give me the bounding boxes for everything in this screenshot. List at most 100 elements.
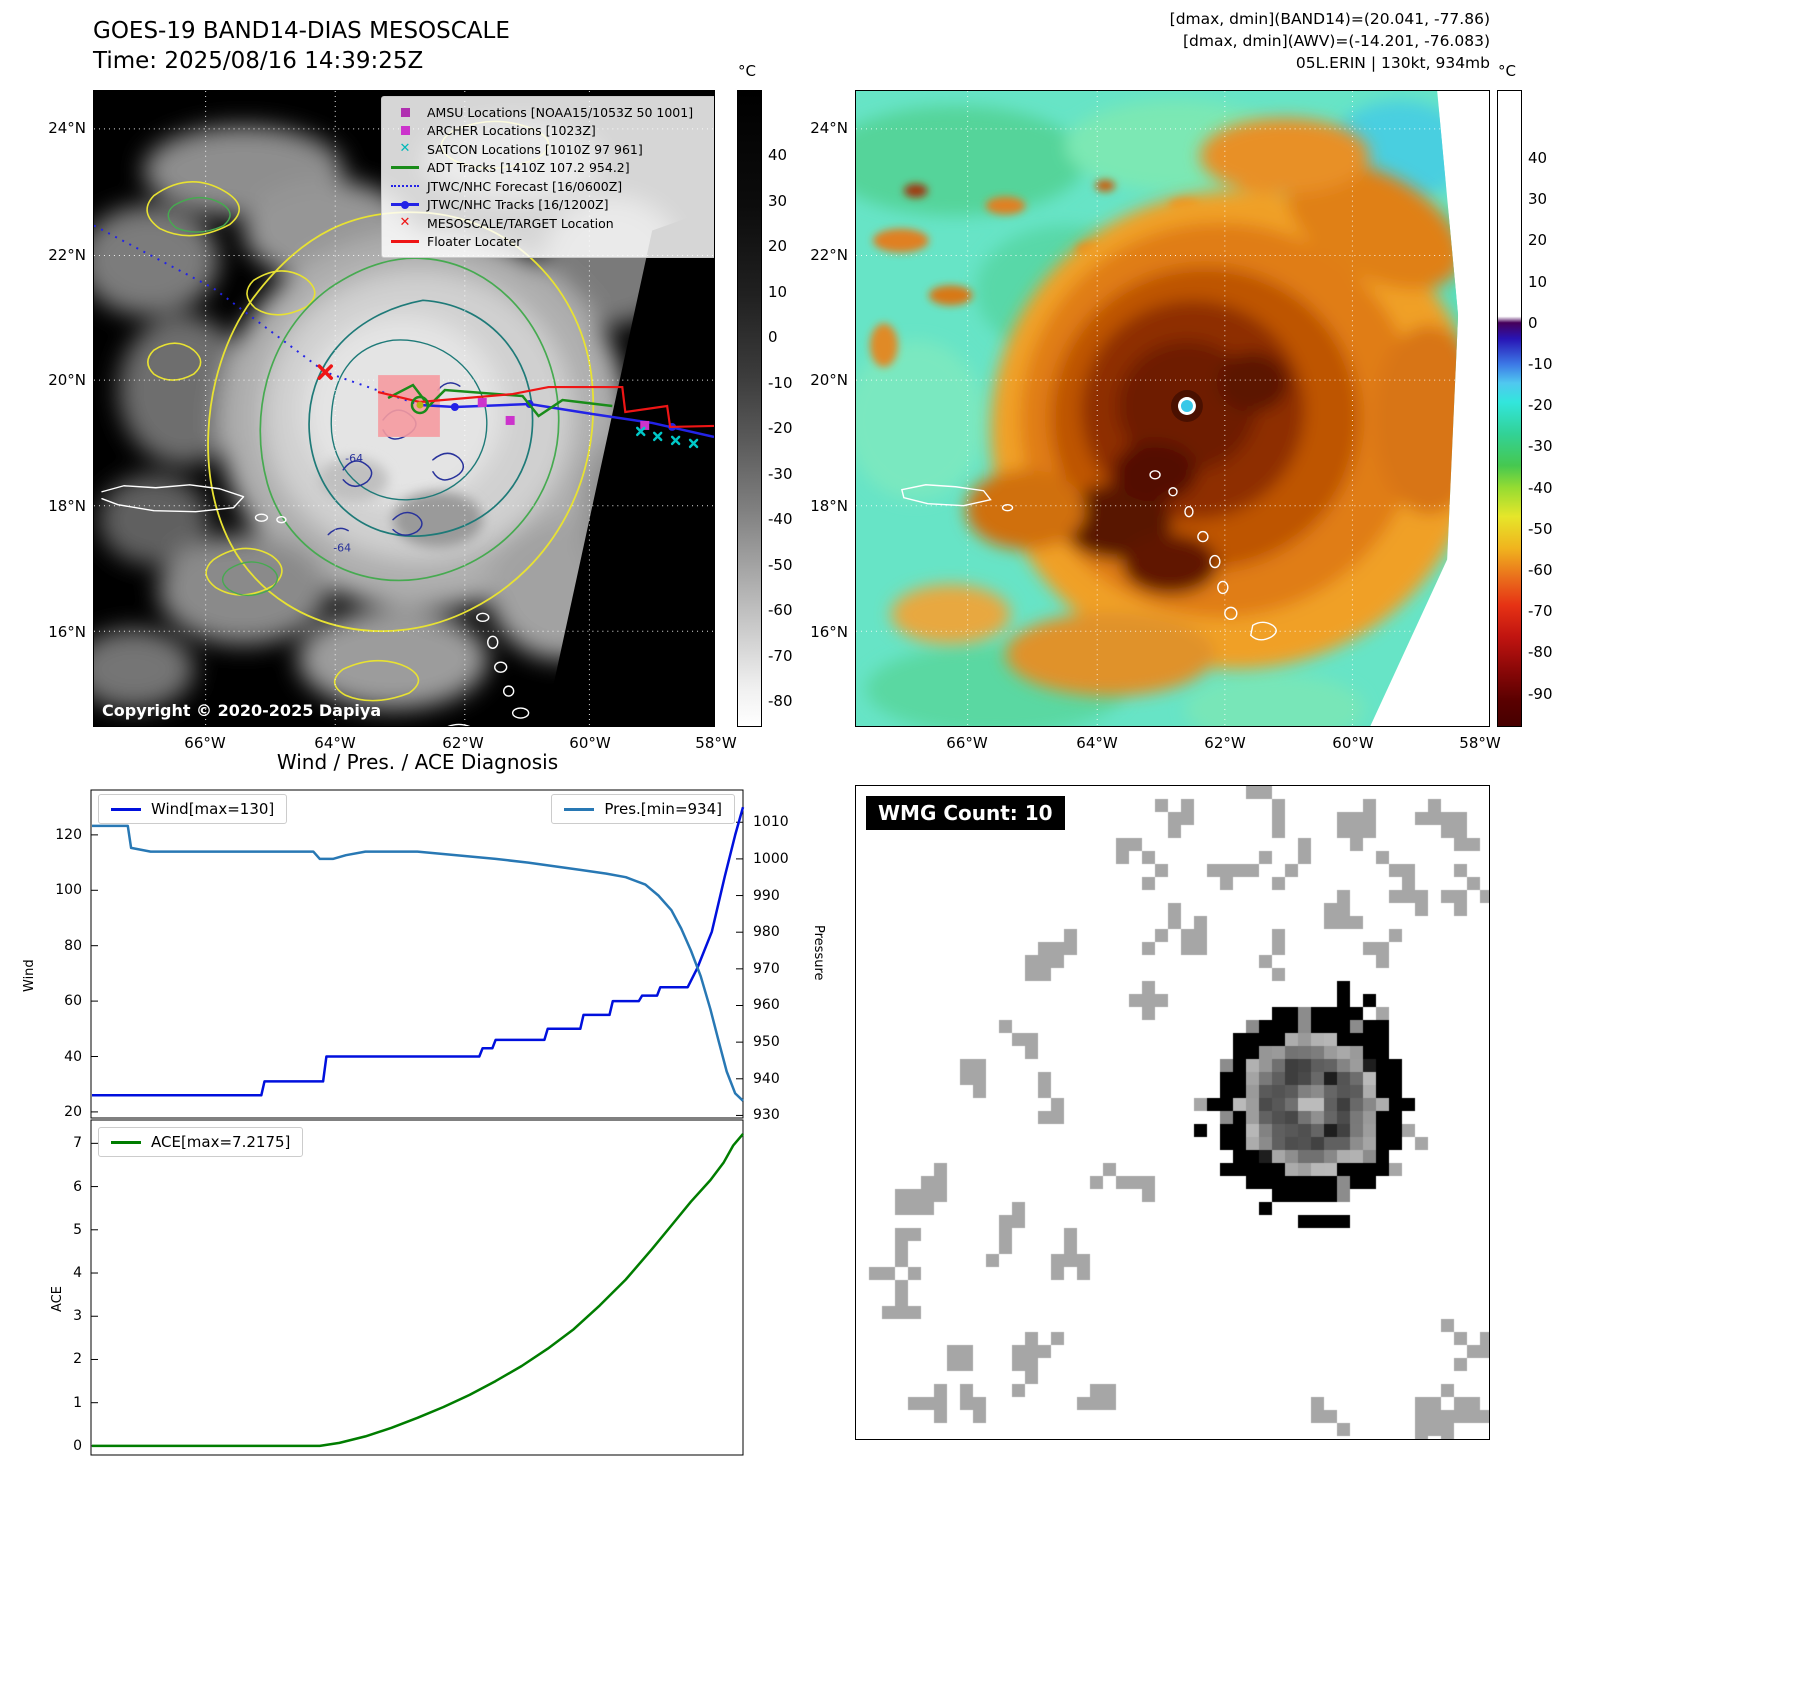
awv-lat-tick: 20°N	[810, 371, 848, 389]
pressure-ytick: 950	[753, 1034, 780, 1051]
wind-line-sample	[111, 807, 141, 811]
awv-colorbar-tick: -90	[1528, 684, 1553, 703]
wind-legend: Wind[max=130]	[98, 794, 288, 824]
band14-legend: AMSU Locations [NOAA15/1053Z 50 1001] ARC…	[381, 96, 714, 258]
legend-item-label: SATCON Locations [1010Z 97 961]	[427, 141, 643, 157]
header-band14-range: [dmax, dmin](BAND14)=(20.041, -77.86)	[1169, 10, 1490, 28]
awv-lon-tick: 60°W	[1332, 734, 1374, 752]
dotted-line-icon	[391, 185, 419, 188]
pressure-ytick: 930	[753, 1107, 780, 1124]
band14-colorbar-tick: 30	[768, 191, 788, 210]
band14-colorbar-tick: -80	[768, 692, 793, 710]
band14-colorbar-tick: -60	[768, 601, 793, 619]
wind-legend-label: Wind[max=130]	[151, 800, 275, 818]
awv-lat-tick: 16°N	[810, 623, 848, 641]
band14-colorbar-tick: -70	[768, 646, 793, 665]
awv-lat-tick: 22°N	[810, 246, 848, 264]
awv-colorbar-tick: -70	[1528, 602, 1553, 621]
contour-label: -64	[345, 452, 363, 465]
pressure-legend: Pres.[min=934]	[551, 794, 735, 824]
band14-lat-tick: 24°N	[48, 119, 86, 137]
awv-lon-tick: 64°W	[1076, 734, 1118, 752]
band14-lon-tick: 62°W	[442, 734, 484, 752]
legend-item: ✕ MESOSCALE/TARGET Location	[388, 214, 711, 233]
legend-item-label: Floater Locater	[427, 234, 522, 250]
pressure-ytick: 970	[753, 960, 780, 977]
ace-ytick: 6	[73, 1178, 82, 1195]
awv-colorbar-tick: -30	[1528, 437, 1553, 456]
square-legend-marker	[388, 107, 422, 117]
awv-map	[855, 90, 1490, 727]
awv-colorbar-tick: -60	[1528, 561, 1553, 579]
coastlines	[101, 484, 530, 726]
band14-lon-tick: 58°W	[695, 734, 737, 752]
pressure-ytick: 940	[753, 1070, 780, 1087]
square-icon	[400, 126, 410, 136]
wmg-count-badge: WMG Count: 10	[866, 796, 1065, 830]
cross-icon: ✕	[399, 141, 411, 157]
awv-colorbar-tick: 20	[1528, 231, 1548, 250]
legend-item: ADT Tracks [1410Z 107.2 954.2]	[388, 159, 711, 178]
pressure-ytick: 960	[753, 997, 780, 1014]
legend-item-label: MESOSCALE/TARGET Location	[427, 215, 614, 231]
ace-ytick: 2	[73, 1351, 82, 1368]
awv-colorbar-tick: -20	[1528, 396, 1553, 415]
awv-colorbar-tick: 30	[1528, 190, 1548, 209]
ace-legend-label: ACE[max=7.2175]	[151, 1133, 291, 1151]
wind-axis-label: Wind	[22, 959, 37, 992]
floater-locater-line	[377, 385, 714, 429]
awv-colorbar-tick: -50	[1528, 519, 1553, 538]
band14-colorbar-tick: 20	[768, 237, 788, 255]
contour-label: -64	[333, 542, 351, 555]
adt-track-line	[387, 383, 613, 418]
band14-lon-tick: 64°W	[314, 734, 356, 752]
eye-marker	[1180, 400, 1193, 412]
legend-item: JTWC/NHC Forecast [16/0600Z]	[388, 177, 711, 196]
square-legend-marker	[388, 126, 422, 136]
pressure-ytick: 1010	[753, 814, 789, 831]
band14-colorbar-tick: 40	[768, 146, 788, 164]
awv-colorbar-tick: 40	[1528, 149, 1548, 167]
awv-lon-tick: 66°W	[946, 734, 988, 752]
awv-satellite-image	[856, 91, 1459, 726]
legend-item: JTWC/NHC Tracks [16/1200Z]	[388, 196, 711, 215]
legend-item-label: ARCHER Locations [1023Z]	[427, 123, 596, 139]
band14-time: Time: 2025/08/16 14:39:25Z	[93, 48, 424, 74]
awv-colorbar-tick: 0	[1528, 313, 1538, 332]
legend-item-label: AMSU Locations [NOAA15/1053Z 50 1001]	[427, 104, 694, 120]
band14-lat-tick: 18°N	[48, 497, 86, 515]
pressure-axis-label: Pressure	[811, 925, 826, 981]
ace-ytick: 3	[73, 1308, 82, 1325]
line-icon	[391, 240, 419, 244]
amsu-markers	[477, 398, 650, 430]
pressure-ytick: 990	[753, 887, 780, 904]
dot-icon	[401, 200, 409, 209]
legend-item: Floater Locater	[388, 233, 711, 252]
wind-ytick: 60	[64, 993, 82, 1010]
band14-colorbar-tick: -20	[768, 419, 793, 437]
legend-item: ✕ SATCON Locations [1010Z 97 961]	[388, 140, 711, 159]
band14-colorbar-unit: °C	[738, 62, 756, 80]
band14-colorbar-tick: -30	[768, 464, 793, 483]
ace-line-sample	[111, 1140, 141, 1144]
band14-colorbar-tick: 10	[768, 282, 788, 301]
band14-lon-tick: 60°W	[569, 734, 611, 752]
pressure-line-sample	[564, 807, 595, 811]
band14-colorbar-tick: 0	[768, 328, 778, 346]
dotted-legend-marker	[388, 185, 422, 188]
coastlines	[901, 470, 1277, 641]
band14-colorbar-tick: -50	[768, 555, 793, 574]
line-dot-icon	[391, 200, 419, 209]
band14-colorbar-tick: -40	[768, 510, 793, 528]
ace-chart	[90, 1119, 744, 1456]
pressure-ytick: 1000	[753, 850, 789, 867]
legend-item-label: ADT Tracks [1410Z 107.2 954.2]	[427, 160, 630, 176]
ace-ytick: 1	[73, 1394, 82, 1411]
square-icon	[400, 107, 410, 117]
awv-colorbar-tick: -10	[1528, 355, 1553, 373]
band14-lon-tick: 66°W	[184, 734, 226, 752]
band14-map: -64 -64	[93, 90, 715, 727]
awv-lon-tick: 62°W	[1204, 734, 1246, 752]
wmg-panel: WMG Count: 10	[855, 785, 1490, 1440]
legend-item: ARCHER Locations [1023Z]	[388, 122, 711, 141]
